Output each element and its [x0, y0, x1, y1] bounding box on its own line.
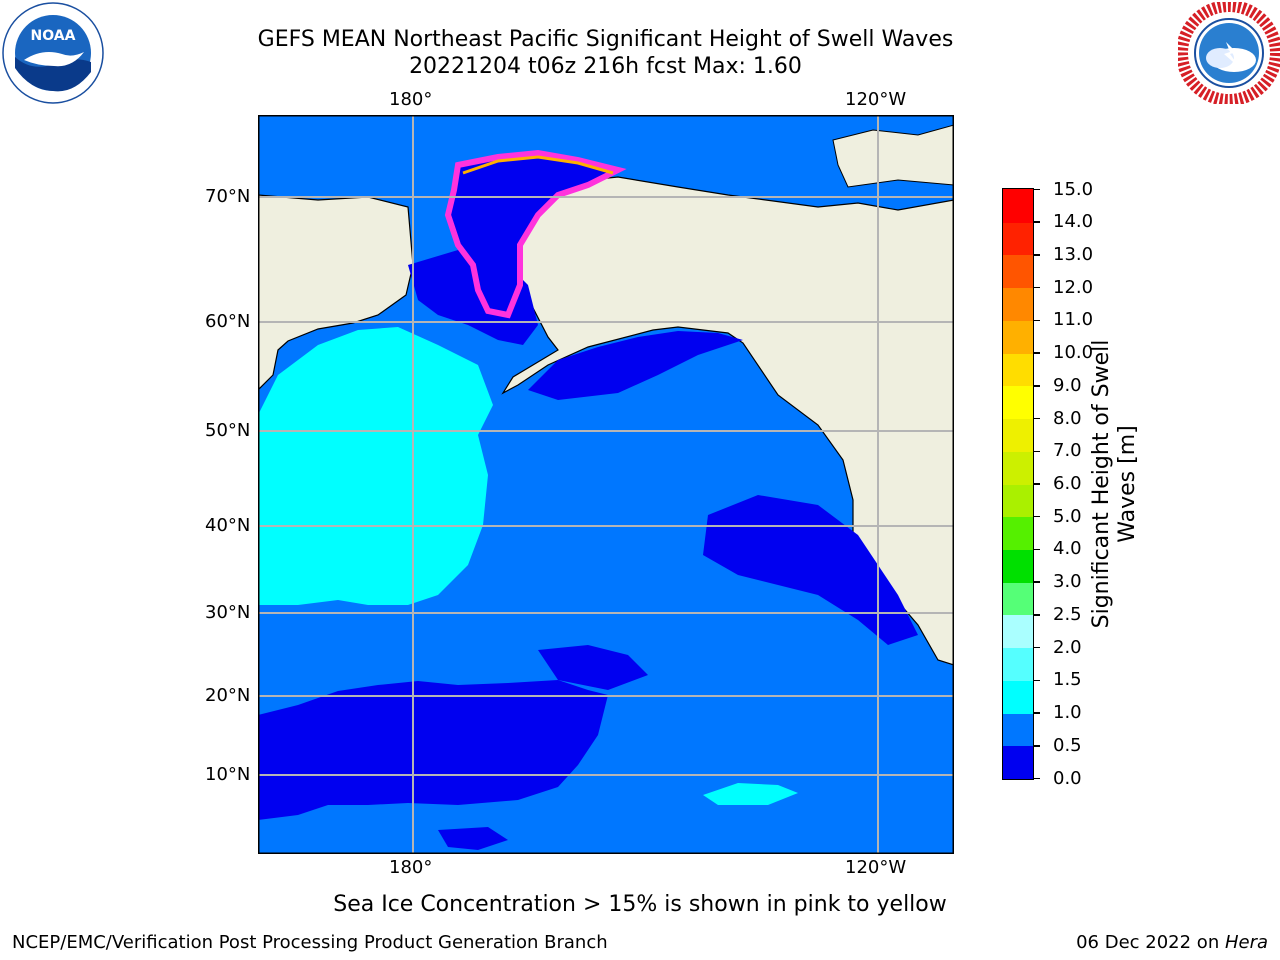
footer-date-text: 06 Dec 2022 on — [1076, 932, 1225, 953]
colorbar-segment — [1003, 680, 1033, 714]
colorbar-segment — [1003, 647, 1033, 681]
lon-label-bottom-180: 180° — [389, 857, 433, 878]
colorbar-tick-label: 9.0 — [1053, 374, 1082, 396]
colorbar-tick — [1034, 254, 1040, 256]
lat-label-70n: 70°N — [205, 186, 251, 207]
colorbar — [1002, 188, 1034, 780]
colorbar-segment — [1003, 353, 1033, 387]
swell-0-0.5-northwest — [258, 680, 608, 820]
footer-host: Hera — [1224, 932, 1268, 953]
graticule — [258, 115, 954, 854]
colorbar-tick — [1034, 614, 1040, 616]
colorbar-segment — [1003, 549, 1033, 583]
colorbar-tick-label: 0.0 — [1053, 767, 1082, 789]
colorbar-tick — [1034, 417, 1040, 420]
colorbar-tick — [1034, 483, 1040, 485]
nws-logo — [1178, 2, 1280, 104]
colorbar-tick — [1034, 450, 1040, 453]
colorbar-tick-label: 11.0 — [1053, 309, 1094, 331]
colorbar-segment — [1003, 582, 1033, 616]
colorbar-tick — [1034, 352, 1040, 354]
footer-date: 06 Dec 2022 on Hera — [1076, 932, 1268, 953]
colorbar-tick — [1034, 581, 1040, 583]
land-arctic-islands — [832, 124, 954, 188]
lon-label-bottom-120w: 120°W — [845, 857, 907, 878]
colorbar-segment — [1003, 483, 1033, 518]
sea-ice — [444, 149, 627, 319]
colorbar-tick — [1034, 385, 1040, 387]
colorbar-tick-label: 1.0 — [1053, 702, 1082, 724]
noaa-logo: NOAA — [2, 2, 104, 104]
swell-0-0.5-south — [438, 827, 508, 850]
colorbar-tick — [1034, 515, 1040, 518]
colorbar-tick — [1034, 712, 1040, 714]
chart-title: GEFS MEAN Northeast Pacific Significant … — [257, 27, 954, 52]
colorbar-tick — [1034, 286, 1040, 289]
colorbar-tick-label: 13.0 — [1053, 243, 1094, 265]
colorbar-tick — [1034, 646, 1040, 649]
colorbar-tick-label: 8.0 — [1053, 407, 1082, 429]
colorbar-tick — [1034, 221, 1040, 223]
colorbar-segment — [1003, 712, 1033, 747]
colorbar-tick-label: 2.5 — [1053, 603, 1082, 625]
colorbar-segment — [1003, 287, 1033, 321]
colorbar-tick-label: 1.5 — [1053, 669, 1082, 691]
colorbar-tick-label: 14.0 — [1053, 211, 1094, 233]
colorbar-tick — [1034, 777, 1040, 780]
lon-label-top-180: 180° — [389, 89, 433, 110]
sea-ice-caption: Sea Ice Concentration > 15% is shown in … — [333, 892, 947, 917]
swell-0-0.5-gulf — [528, 331, 743, 400]
colorbar-tick-label: 5.0 — [1053, 505, 1082, 527]
lat-label-40n: 40°N — [205, 515, 251, 536]
swell-1-1.5-northwest — [258, 327, 493, 605]
map — [258, 115, 954, 854]
colorbar-tick — [1034, 679, 1040, 682]
colorbar-segment — [1003, 451, 1033, 485]
footer-credit: NCEP/EMC/Verification Post Processing Pr… — [12, 932, 608, 953]
colorbar-segment — [1003, 385, 1033, 420]
lat-label-10n: 10°N — [205, 764, 251, 785]
lat-label-20n: 20°N — [205, 685, 251, 706]
colorbar-segment — [1003, 320, 1033, 354]
swell-0-0.5-hawaii — [538, 645, 648, 690]
colorbar-tick-label: 7.0 — [1053, 440, 1082, 462]
colorbar-tick — [1034, 745, 1040, 747]
lon-label-top-120w: 120°W — [845, 89, 907, 110]
colorbar-segment — [1003, 222, 1033, 256]
colorbar-segment — [1003, 189, 1033, 223]
chart-subtitle: 20221204 t06z 216h fcst Max: 1.60 — [409, 54, 802, 79]
colorbar-tick-label: 2.0 — [1053, 636, 1082, 658]
colorbar-segment — [1003, 418, 1033, 452]
lat-label-50n: 50°N — [205, 420, 251, 441]
colorbar-tick-label: 4.0 — [1053, 538, 1082, 560]
colorbar-tick — [1034, 188, 1040, 191]
colorbar-tick-label: 15.0 — [1053, 178, 1094, 200]
colorbar-segment — [1003, 254, 1033, 289]
colorbar-segment — [1003, 745, 1033, 779]
colorbar-tick-label: 10.0 — [1053, 342, 1094, 364]
colorbar-segment — [1003, 516, 1033, 550]
colorbar-tick-label: 0.5 — [1053, 734, 1082, 756]
colorbar-tick-label: 3.0 — [1053, 571, 1082, 593]
svg-text:NOAA: NOAA — [31, 28, 76, 44]
colorbar-tick — [1034, 548, 1040, 551]
lat-label-60n: 60°N — [205, 311, 251, 332]
colorbar-tick-label: 6.0 — [1053, 473, 1082, 494]
swell-0-0.5-east — [703, 495, 918, 645]
colorbar-label: Significant Height of Swell Waves [m] — [1089, 339, 1140, 629]
sea-ice-edge — [462, 155, 614, 175]
land-north-america — [497, 176, 954, 666]
colorbar-segment — [1003, 614, 1033, 649]
lat-label-30n: 30°N — [205, 602, 251, 623]
colorbar-tick-label: 12.0 — [1053, 276, 1094, 298]
colorbar-tick — [1034, 319, 1040, 322]
swell-1-1.5-east — [703, 783, 798, 805]
land-asia — [258, 194, 414, 391]
